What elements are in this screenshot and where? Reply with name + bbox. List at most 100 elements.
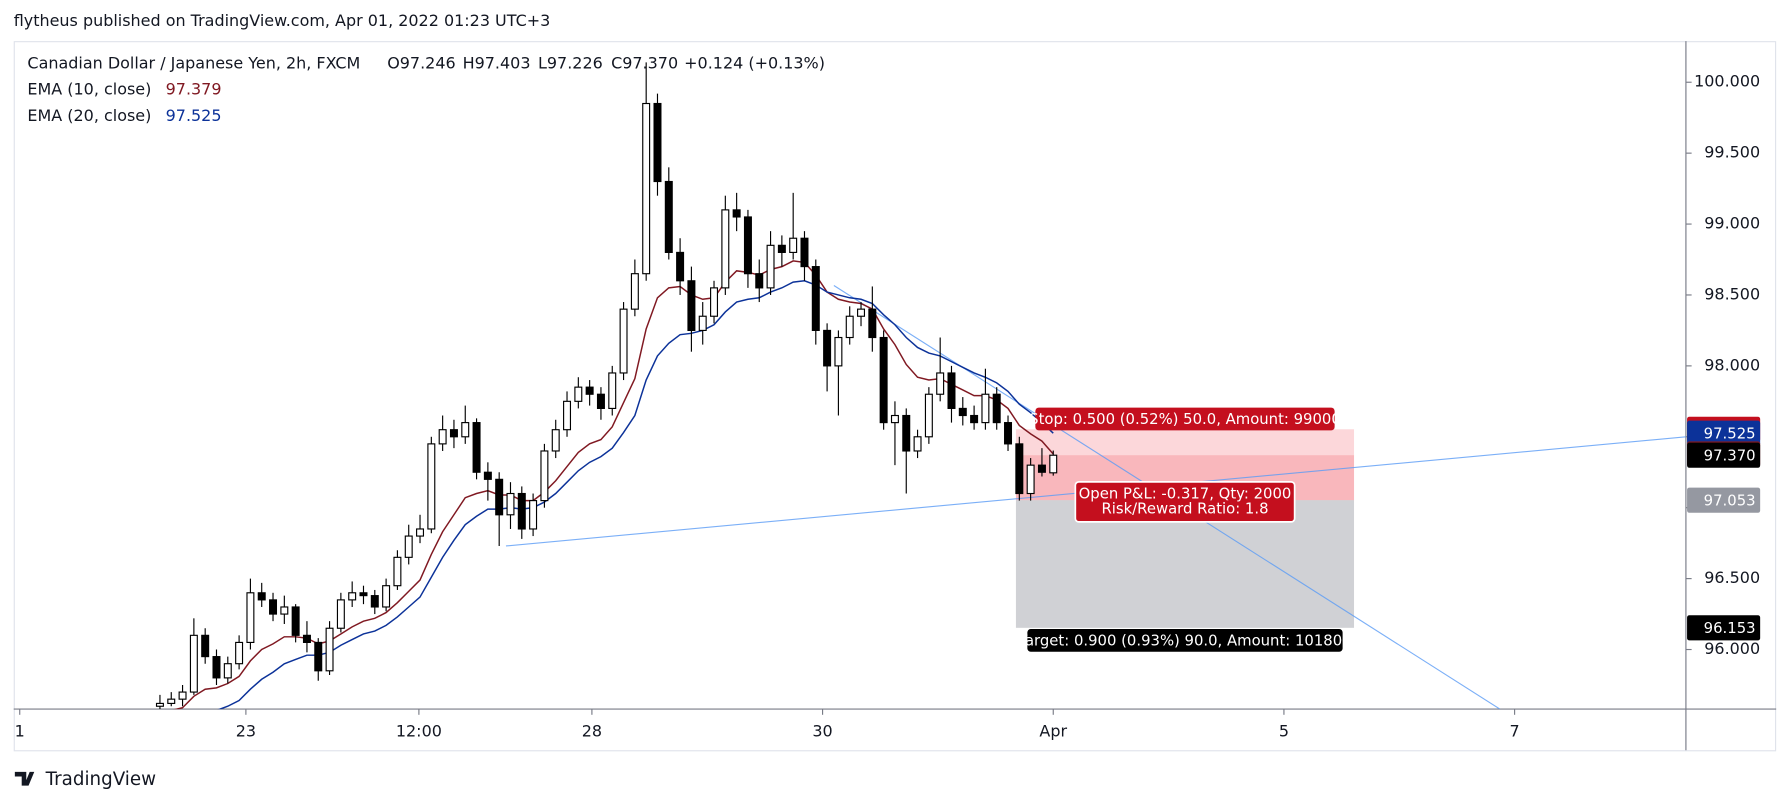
candle-body (823, 329, 832, 367)
candle-body (495, 478, 504, 516)
candle-body (845, 315, 854, 339)
candle-body (201, 634, 210, 658)
candle-body (936, 372, 945, 395)
candle-body (404, 535, 413, 558)
ema20-price-label-box (1687, 420, 1761, 446)
candle-body (834, 336, 843, 367)
candle-body (687, 280, 696, 331)
overlay: 96.00096.50097.00097.50098.00098.50099.0… (15, 72, 1761, 741)
candle-body (743, 216, 752, 275)
x-tick-label: 23 (236, 721, 256, 740)
legend-change: +0.124 (+0.13%) (684, 53, 825, 72)
target-label-box (1027, 628, 1343, 652)
candle-body (811, 266, 820, 331)
candle-body (212, 656, 221, 679)
candle-body (913, 436, 922, 452)
candle-body (766, 244, 775, 289)
entry-price-label-box (1687, 487, 1761, 513)
candle-body (1015, 443, 1024, 495)
candle-body (529, 500, 538, 530)
candle-body (325, 627, 334, 672)
candle-body (890, 414, 899, 424)
candle-body (416, 528, 425, 537)
candle-body (902, 414, 911, 452)
frame (13, 41, 1777, 752)
candle-body (619, 308, 628, 374)
x-tick-label: 12:00 (396, 721, 442, 740)
candle-body (427, 443, 436, 530)
candle-body (223, 663, 232, 679)
candle-body (155, 702, 164, 707)
stop-label-box (1035, 407, 1335, 431)
candle-body (472, 422, 481, 473)
candle-body (483, 471, 492, 480)
rr-label: Risk/Reward Ratio: 1.8 (1101, 500, 1268, 517)
ema-legend-value: 97.525 (166, 106, 222, 125)
candle-body (461, 422, 470, 438)
candle-body (563, 400, 572, 431)
pnl-box (1074, 481, 1296, 523)
candle-body (879, 336, 888, 424)
legend-open: O97.246 (387, 53, 455, 72)
candle-body (517, 492, 526, 530)
candle-body (664, 180, 673, 253)
x-tick-label: 28 (582, 721, 602, 740)
chart-title: Canadian Dollar / Japanese Yen, 2h, FXCM (27, 53, 360, 72)
ema-legend-name: EMA (10, close) (27, 80, 151, 99)
candle-body (857, 308, 866, 317)
candle-body (189, 634, 198, 693)
x-tick-label: 7 (1510, 721, 1520, 740)
last-price-label: 97.370 (1704, 447, 1756, 464)
candle-body (291, 606, 300, 636)
candle-body (676, 251, 685, 282)
y-tick-label: 96.500 (1704, 568, 1760, 587)
stop-label: Stop: 0.500 (0.52%) 50.0, Amount: 99000 (1029, 411, 1341, 428)
candle-body (596, 393, 605, 409)
candle-body (992, 393, 1001, 424)
y-tick-label: 99.500 (1704, 143, 1760, 162)
candle-body (755, 273, 764, 289)
candle-body (710, 287, 719, 317)
x-tick-label: 5 (1279, 721, 1289, 740)
candle-body (280, 606, 289, 615)
y-tick-label: 98.500 (1704, 284, 1760, 303)
y-tick-label: 100.000 (1694, 72, 1760, 91)
ema-legend-name: EMA (20, close) (27, 106, 151, 125)
candle-body (574, 386, 583, 402)
candle-body (551, 429, 560, 452)
target-price-label: 96.153 (1704, 620, 1756, 637)
candle-body (449, 429, 458, 438)
published-note: flytheus published on TradingView.com, A… (14, 11, 551, 30)
candle-body (1004, 422, 1013, 445)
candle-body (382, 585, 391, 608)
candle-body (608, 372, 617, 409)
target-price-label-box (1687, 615, 1761, 641)
logo-mark (14, 771, 35, 786)
candle-body (642, 102, 651, 275)
candle-body (506, 492, 515, 516)
candle-body (348, 592, 357, 601)
ema-legend-value: 97.379 (166, 80, 222, 99)
candle-body (732, 209, 741, 218)
candle-body (630, 273, 639, 310)
x-tick-label: 30 (812, 721, 832, 740)
candle-body (698, 315, 707, 331)
candle-body (359, 592, 368, 597)
logo (14, 771, 35, 786)
candle-body (336, 599, 345, 629)
candle-body (302, 634, 311, 643)
candle-body (981, 393, 990, 424)
legend-close: C97.370 (611, 53, 678, 72)
x-tick-label: Apr (1039, 721, 1067, 740)
y-tick-label: 98.000 (1704, 355, 1760, 374)
legend-low: L97.226 (538, 53, 603, 72)
candle-body (370, 595, 379, 608)
candle-body (246, 592, 255, 644)
candle-body (585, 386, 594, 395)
candle-body (438, 429, 447, 445)
y-tick-label: 99.000 (1704, 214, 1760, 233)
candle-body (1037, 464, 1046, 473)
candle-body (653, 102, 662, 183)
